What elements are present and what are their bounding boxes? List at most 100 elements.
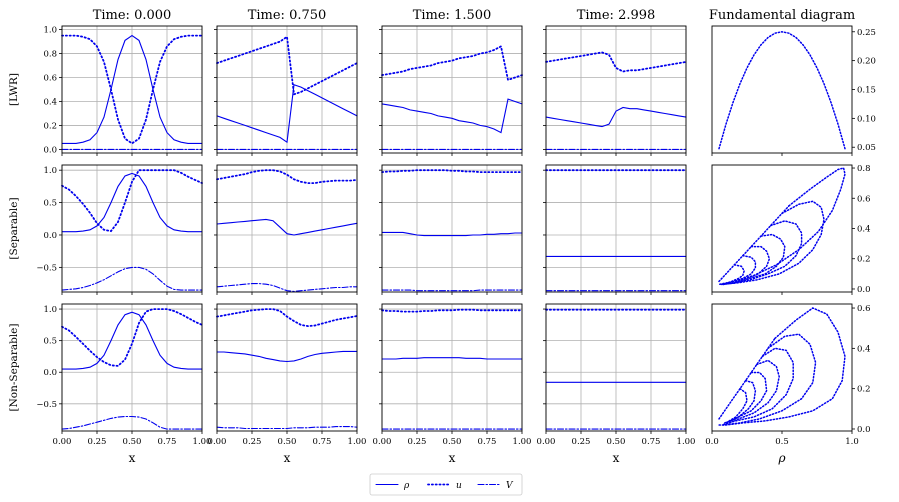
panel-r0-c4-ytick-label-1: 0.10 <box>857 114 876 124</box>
row-label-0: [LWR] <box>8 73 20 106</box>
panel-r2-c1-xtick-label-4: 1.00 <box>348 437 367 447</box>
panel-r2-c4-xtick-label-2: 1.0 <box>845 437 859 447</box>
panel-r0-c3-series-rho <box>545 106 687 128</box>
panel-r1-c4-fd-curve-1 <box>718 167 846 286</box>
panel-r1-c0-ytick-label-0: −0.5 <box>36 263 57 273</box>
panel-r2-c0-series-u <box>61 308 203 367</box>
panel-r0-c4-fd-curve-0 <box>718 31 846 150</box>
panel-r2-c0-ytick-label-2: 0.5 <box>43 337 57 347</box>
panel-r0-c0-ytick-label-5: 1.0 <box>43 26 57 36</box>
panel-r2-c3-frame <box>545 303 687 432</box>
panel-r2-c0-series-V <box>61 415 203 430</box>
panel-r2-c4-ytick-label-1: 0.2 <box>857 385 871 395</box>
panel-r1-c4-ytick-label-2: 0.4 <box>857 225 871 235</box>
x-axis-label-0: x <box>129 451 136 465</box>
panel-r2-c0-xtick-label-1: 0.25 <box>88 437 107 447</box>
panel-r2-c4-ytick-label-2: 0.4 <box>857 344 871 354</box>
panel-r2-c4-xtick-label-1: 0.5 <box>775 437 789 447</box>
panel-r2-c4-fd-curve-1 <box>716 307 846 426</box>
panel-r1-c2-series-rho <box>381 231 523 237</box>
panel-r1-c4-fd-curve-3 <box>719 220 803 286</box>
panel-r2-c4-ytick-label-0: 0.0 <box>857 425 871 435</box>
panel-r1-c0-series-u <box>61 169 203 233</box>
panel-r1-c4-ytick-label-4: 0.8 <box>857 164 871 174</box>
panel-r0-c4-ytick-label-0: 0.05 <box>857 143 876 153</box>
panel-r1-c4-ytick-label-1: 0.2 <box>857 255 871 265</box>
legend-label-1: u <box>456 481 462 491</box>
panel-r1-c1-series-V <box>216 283 358 292</box>
panel-r0-c3-frame <box>545 25 687 154</box>
panel-r2-c1-xtick-label-3: 0.75 <box>313 437 332 447</box>
panel-r0-c1-frame <box>216 25 358 154</box>
panel-r2-c3-xtick-label-4: 1.00 <box>677 437 696 447</box>
panel-r2-c1-series-u <box>216 308 358 328</box>
panel-r2-c0-frame <box>61 303 203 432</box>
panel-r1-c2-frame <box>381 164 523 293</box>
panel-r2-c3-xtick-label-3: 0.75 <box>642 437 661 447</box>
panel-r0-c3-series-u <box>545 51 687 73</box>
panel-r0-c0-ytick-label-4: 0.8 <box>43 50 57 60</box>
panel-r2-c0-xtick-label-3: 0.75 <box>158 437 177 447</box>
panel-r2-c4-frame <box>711 303 853 432</box>
panel-r2-c1-series-V <box>216 426 358 430</box>
row-label-1: [Separable] <box>8 197 20 259</box>
panel-r0-c2-series-u <box>381 45 523 82</box>
panel-r1-c4-fd-curve-6 <box>722 254 757 286</box>
panel-r1-c1-frame <box>216 164 358 293</box>
panel-r0-c1-series-u <box>216 35 358 96</box>
panel-r2-c3-xtick-label-1: 0.25 <box>572 437 591 447</box>
panel-r0-c1-series-rho <box>216 83 358 144</box>
panel-r2-c0-ytick-label-3: 1.0 <box>43 305 57 315</box>
panel-r2-c4-fd-curve-4 <box>723 359 780 424</box>
panel-r1-c4-fd-curve-5 <box>722 245 771 286</box>
panel-r2-c4-fd-curve-6 <box>725 379 757 424</box>
panel-r0-c4-ytick-label-4: 0.25 <box>857 28 876 38</box>
panel-r1-c1-series-rho <box>216 218 358 236</box>
panel-r0-c4-frame <box>711 25 853 154</box>
panel-r1-c0-ytick-label-1: 0.0 <box>43 231 57 241</box>
panel-r1-c4-ytick-label-3: 0.6 <box>857 194 871 204</box>
panel-r2-c1-xtick-label-1: 0.25 <box>243 437 262 447</box>
panel-r2-c1-series-rho <box>216 350 358 363</box>
column-title-4: Fundamental diagram <box>709 8 855 23</box>
panel-r2-c0-xtick-label-4: 1.00 <box>193 437 212 447</box>
panel-r1-c0-ytick-label-3: 1.0 <box>43 166 57 176</box>
x-axis-label-2: x <box>449 451 456 465</box>
panel-r0-c2-frame <box>381 25 523 154</box>
panel-r1-c0-series-V <box>61 266 203 291</box>
panel-r2-c0-ytick-label-0: −0.5 <box>36 400 57 410</box>
panel-r2-c0-series-rho <box>61 311 203 370</box>
panel-r2-c2-xtick-label-1: 0.25 <box>408 437 427 447</box>
row-label-2: [Non-Separable] <box>8 324 20 412</box>
panel-r2-c3-xtick-label-0: 0.00 <box>537 437 556 447</box>
panel-r0-c4-ytick-label-3: 0.20 <box>857 57 876 67</box>
panel-r2-c1-xtick-label-2: 0.50 <box>278 437 297 447</box>
panel-r2-c2-xtick-label-4: 1.00 <box>513 437 532 447</box>
panel-r2-c2-series-rho <box>381 357 523 360</box>
panel-r1-c2-series-V <box>381 289 523 292</box>
panel-r0-c0-series-rho <box>61 34 203 144</box>
panel-r2-c1-frame <box>216 303 358 432</box>
panel-r2-c4-fd-curve-0 <box>718 337 776 420</box>
panel-r2-c3-xtick-label-2: 0.50 <box>607 437 626 447</box>
panel-r2-c1-xtick-label-0: 0.00 <box>208 437 227 447</box>
panel-r0-c0-ytick-label-3: 0.6 <box>43 74 57 84</box>
panel-r2-c2-xtick-label-2: 0.50 <box>443 437 462 447</box>
panel-r2-c4-fd-curve-3 <box>721 347 794 426</box>
panel-r2-c2-series-u <box>381 308 523 313</box>
panel-r2-c4-fd-curve-7 <box>725 387 748 424</box>
x-axis-label-fundamental: ρ <box>777 451 785 465</box>
panel-r1-c0-series-rho <box>61 172 203 233</box>
panel-r1-c1-series-u <box>216 169 358 185</box>
panel-r0-c2-series-rho <box>381 98 523 134</box>
panel-r1-c2-series-u <box>381 169 523 174</box>
x-axis-label-1: x <box>284 451 291 465</box>
panel-r2-c2-xtick-label-3: 0.75 <box>478 437 497 447</box>
panel-r1-c4-fd-curve-2 <box>719 200 825 286</box>
panel-r1-c4-fd-curve-0 <box>718 205 790 283</box>
panel-r0-c0-ytick-label-1: 0.2 <box>43 121 57 131</box>
x-axis-label-3: x <box>613 451 620 465</box>
column-title-2: Time: 1.500 <box>413 8 492 23</box>
column-title-1: Time: 0.750 <box>248 8 327 23</box>
